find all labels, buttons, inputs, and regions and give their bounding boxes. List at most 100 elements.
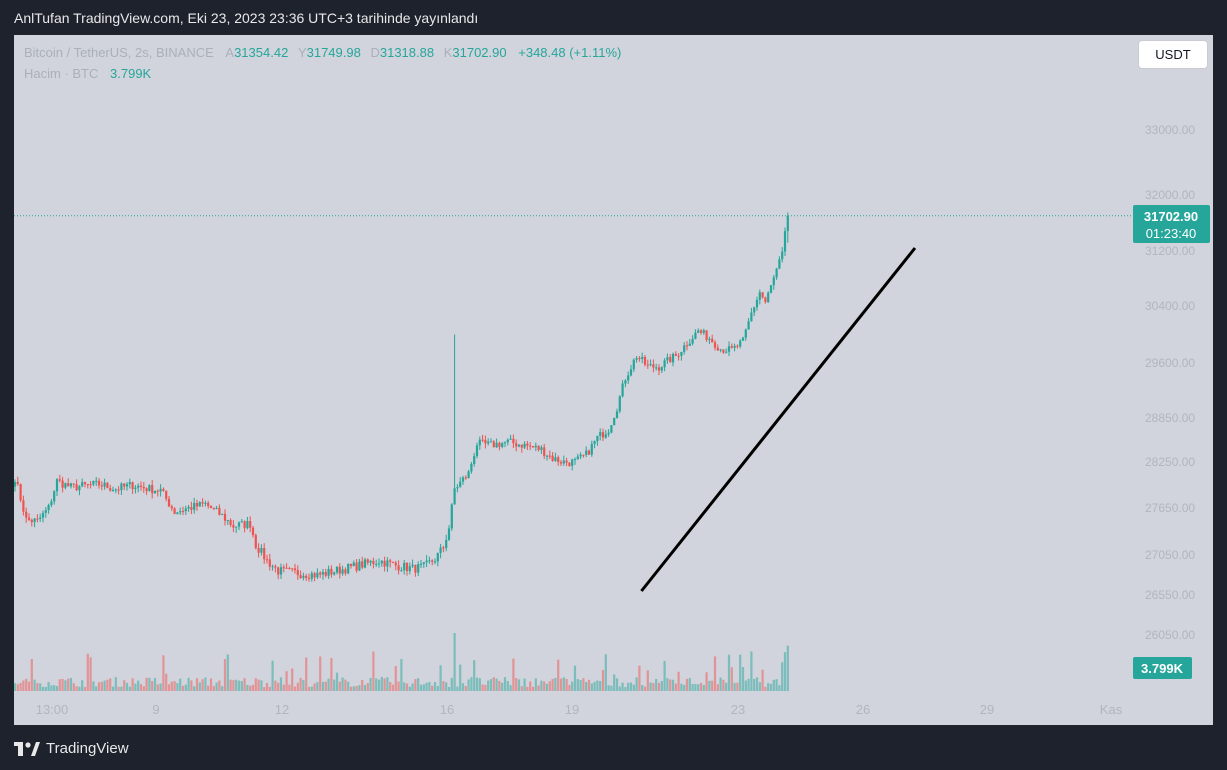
volume-bar: [307, 686, 311, 691]
candle-body: [338, 566, 341, 574]
currency-button[interactable]: USDT: [1138, 40, 1208, 69]
candle-body: [590, 443, 593, 455]
candle: [697, 328, 700, 334]
volume-bar: [585, 682, 588, 691]
candle-body: [599, 432, 602, 436]
candle: [579, 452, 582, 460]
volume-bar: [576, 679, 579, 691]
volume-bar: [33, 679, 36, 691]
candle-body: [30, 519, 33, 523]
volume-bar: [783, 652, 787, 691]
candle-body: [193, 502, 196, 510]
candle-body: [198, 502, 201, 507]
candle-body: [492, 441, 495, 448]
volume-bar: [677, 671, 680, 691]
candle: [489, 438, 493, 443]
candle: [207, 500, 210, 509]
volume-bar: [615, 678, 619, 691]
symbol-name[interactable]: Bitcoin / TetherUS, 2s, BINANCE: [24, 45, 214, 60]
candle-body: [632, 359, 635, 370]
volume-bar: [78, 686, 81, 691]
candle-body: [753, 307, 756, 313]
candle: [503, 441, 507, 448]
tradingview-logo[interactable]: TradingView: [14, 740, 129, 757]
candle-body: [215, 507, 218, 509]
candle-body: [512, 438, 515, 444]
chart-canvas[interactable]: 33000.00 32000.00 31200.00 30400.00 29600.00…: [14, 35, 1213, 725]
candle-body: [537, 445, 540, 451]
candle: [78, 485, 81, 496]
chart-panel[interactable]: 33000.00 32000.00 31200.00 30400.00 29600.00…: [14, 35, 1213, 725]
candle-body: [243, 521, 246, 529]
candle: [641, 352, 644, 364]
volume-bar: [433, 682, 437, 691]
candle-body: [403, 562, 406, 571]
candle-body: [355, 562, 358, 571]
candle-body: [176, 512, 179, 514]
volume-bar: [193, 686, 196, 691]
volume-bar: [55, 685, 59, 691]
volume-bar: [481, 684, 484, 691]
volume-bar: [181, 685, 185, 691]
price-scale[interactable]: 33000.00 32000.00 31200.00 30400.00 29600.00…: [1145, 123, 1195, 642]
candle: [613, 417, 616, 426]
candle: [156, 489, 159, 497]
volume-bar: [540, 680, 543, 691]
volume-bar: [176, 683, 179, 691]
candle: [117, 486, 120, 495]
volume-bar: [207, 685, 210, 691]
candle-body: [335, 566, 339, 573]
candle: [170, 504, 173, 512]
candle-body: [484, 439, 487, 444]
candle: [540, 445, 543, 454]
volume-bar: [394, 666, 397, 691]
candle: [179, 507, 182, 515]
candle-body: [95, 480, 98, 482]
candle: [335, 566, 339, 575]
candle: [405, 561, 409, 576]
candle-body: [209, 505, 213, 508]
candle: [447, 525, 451, 541]
candle: [111, 486, 115, 492]
candle: [739, 339, 742, 349]
candle: [260, 544, 263, 556]
volume-bar: [324, 681, 327, 691]
volume-bar: [755, 677, 759, 691]
candle: [467, 469, 470, 479]
candle: [431, 559, 434, 566]
candle-body: [377, 563, 381, 565]
volume-bar: [195, 678, 199, 691]
candle: [520, 444, 523, 453]
candle-body: [240, 521, 243, 523]
candle-body: [736, 345, 739, 347]
volume-bar: [767, 683, 770, 691]
candle-body: [683, 345, 686, 352]
candle-body: [411, 564, 414, 567]
candle: [685, 341, 689, 351]
volume-bar: [447, 686, 451, 691]
candle-body: [282, 567, 285, 569]
close-label: K: [443, 45, 453, 60]
candle-body: [330, 568, 333, 575]
volume-bar: [638, 665, 641, 691]
candle: [478, 436, 481, 450]
volume-bar: [139, 684, 143, 691]
candle-body: [383, 560, 386, 567]
candle: [744, 328, 747, 341]
time-axis[interactable]: 13:00 9 12 16 19 23 26 29 Kas: [36, 702, 1123, 717]
candle: [629, 364, 633, 377]
volume-bar: [265, 682, 269, 691]
candle: [461, 475, 465, 485]
candle-body: [579, 454, 582, 457]
candle-body: [456, 487, 459, 489]
candle: [316, 568, 319, 579]
candle-body: [156, 490, 159, 492]
volume-legend-label[interactable]: Hacim · BTC: [24, 66, 99, 81]
candle: [498, 441, 501, 451]
volume-bar: [708, 680, 711, 691]
candle-body: [137, 485, 140, 488]
volume-bar: [512, 658, 515, 691]
candle: [464, 475, 467, 480]
trend-line[interactable]: [640, 247, 917, 592]
candle-body: [481, 439, 484, 441]
